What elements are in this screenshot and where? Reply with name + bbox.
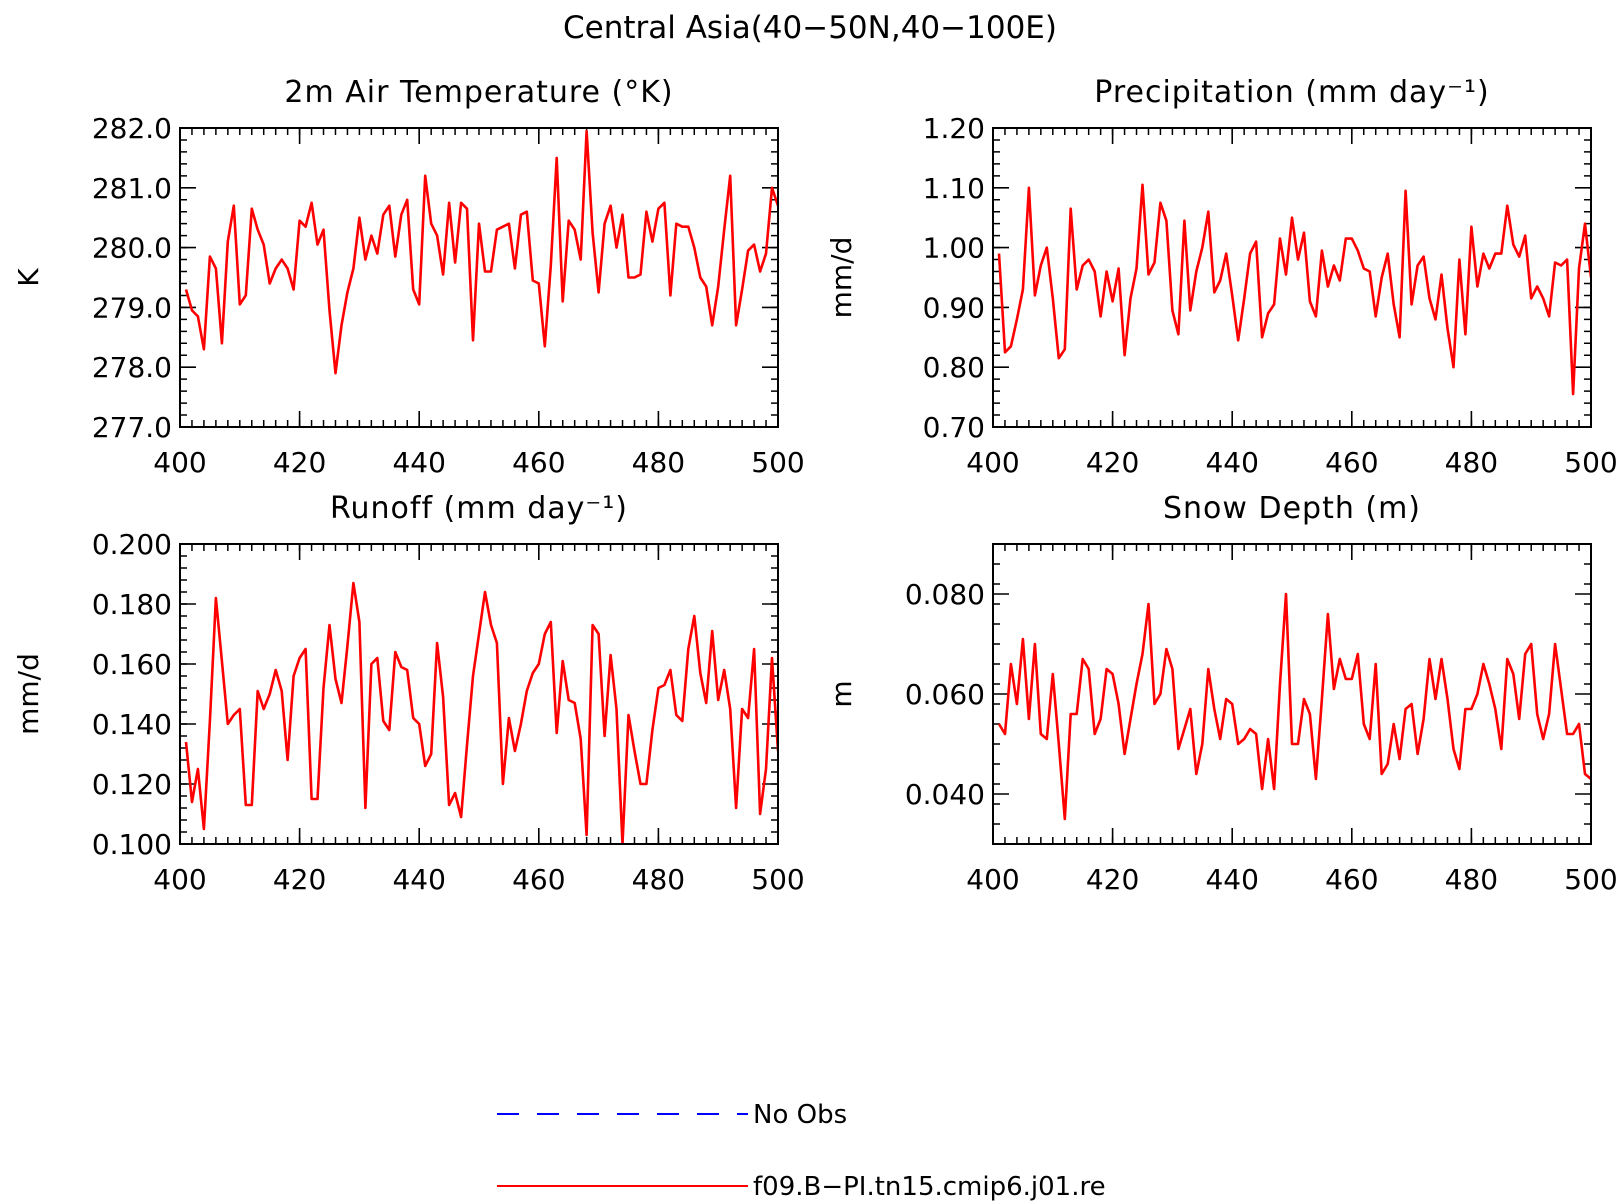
x-tick-label: 480 [632,863,685,896]
y-axis-label: K [12,268,45,287]
y-tick-label: 0.70 [923,411,985,444]
y-tick-label: 0.200 [92,528,172,561]
y-tick-label: 0.120 [92,768,172,801]
x-tick-label: 400 [153,446,206,479]
plot-frame [992,127,1592,428]
panel-precipitation: Precipitation (mm day⁻¹) mm/d 400 420 440 460… [825,75,1618,479]
x-tick-label: 500 [1564,446,1617,479]
x-tick-label: 440 [392,863,445,896]
y-tick-label: 0.060 [905,678,985,711]
x-tick-label: 460 [1325,446,1378,479]
x-tick-label: 480 [1445,863,1498,896]
figure-title: Central Asia(40−50N,40−100E) [563,10,1057,46]
y-tick-label: 0.080 [905,578,985,611]
panel-title: Runoff (mm day⁻¹) [330,491,628,526]
x-tick-label: 440 [1205,446,1258,479]
plot-frame [992,543,1592,845]
panel-snow-depth: Snow Depth (m) m 400 420 440 460 480 500 0.040 0.… [825,491,1618,896]
legend-no-obs-label: No Obs [753,1100,847,1130]
panel-title: Snow Depth (m) [1163,491,1421,526]
x-tick-label: 500 [1564,863,1617,896]
y-tick-label: 1.20 [923,112,985,145]
x-tick-label: 460 [512,446,565,479]
y-tick-label: 281.0 [92,172,172,205]
y-tick-label: 282.0 [92,112,172,145]
legend-model-label: f09.B−PI.tn15.cmip6.j01.re [753,1172,1106,1201]
x-tick-label: 440 [392,446,445,479]
x-tick-label: 440 [1205,863,1258,896]
y-tick-label: 1.00 [923,232,985,265]
panel-runoff: Runoff (mm day⁻¹) mm/d 400 420 440 460 480 500 0… [12,491,805,896]
y-tick-label: 277.0 [92,411,172,444]
x-tick-label: 460 [512,863,565,896]
x-tick-label: 500 [751,863,804,896]
series-line [997,592,1591,821]
y-tick-label: 279.0 [92,291,172,324]
y-axis-label: m [825,680,858,707]
series-line [184,129,778,375]
plot-frame [179,127,779,428]
x-tick-label: 420 [273,863,326,896]
x-tick-label: 400 [153,863,206,896]
plot-frame [179,543,779,845]
y-tick-label: 0.140 [92,708,172,741]
panel-air-temperature: 2m Air Temperature (°K) K 400 420 440 460 480 5… [12,75,805,479]
x-tick-label: 460 [1325,863,1378,896]
x-tick-label: 500 [751,446,804,479]
panel-title: 2m Air Temperature (°K) [284,75,673,110]
panel-title: Precipitation (mm day⁻¹) [1094,75,1489,110]
y-tick-label: 0.100 [92,828,172,861]
y-tick-label: 1.10 [923,172,985,205]
y-tick-label: 0.80 [923,351,985,384]
x-tick-label: 480 [1445,446,1498,479]
minor-ticks [992,543,1592,845]
y-axis-label: mm/d [825,237,858,319]
y-axis-label: mm/d [12,653,45,735]
y-tick-label: 0.040 [905,778,985,811]
x-tick-label: 400 [966,863,1019,896]
minor-ticks [992,127,1592,428]
y-tick-label: 0.180 [92,588,172,621]
legend: No Obs f09.B−PI.tn15.cmip6.j01.re [497,1100,1106,1201]
series-line [184,581,778,844]
series-line [997,183,1591,396]
y-tick-label: 0.90 [923,291,985,324]
y-tick-label: 280.0 [92,232,172,265]
y-tick-label: 0.160 [92,648,172,681]
x-tick-label: 400 [966,446,1019,479]
x-tick-label: 420 [1086,446,1139,479]
x-tick-label: 420 [1086,863,1139,896]
x-tick-label: 480 [632,446,685,479]
x-tick-label: 420 [273,446,326,479]
y-tick-label: 278.0 [92,351,172,384]
